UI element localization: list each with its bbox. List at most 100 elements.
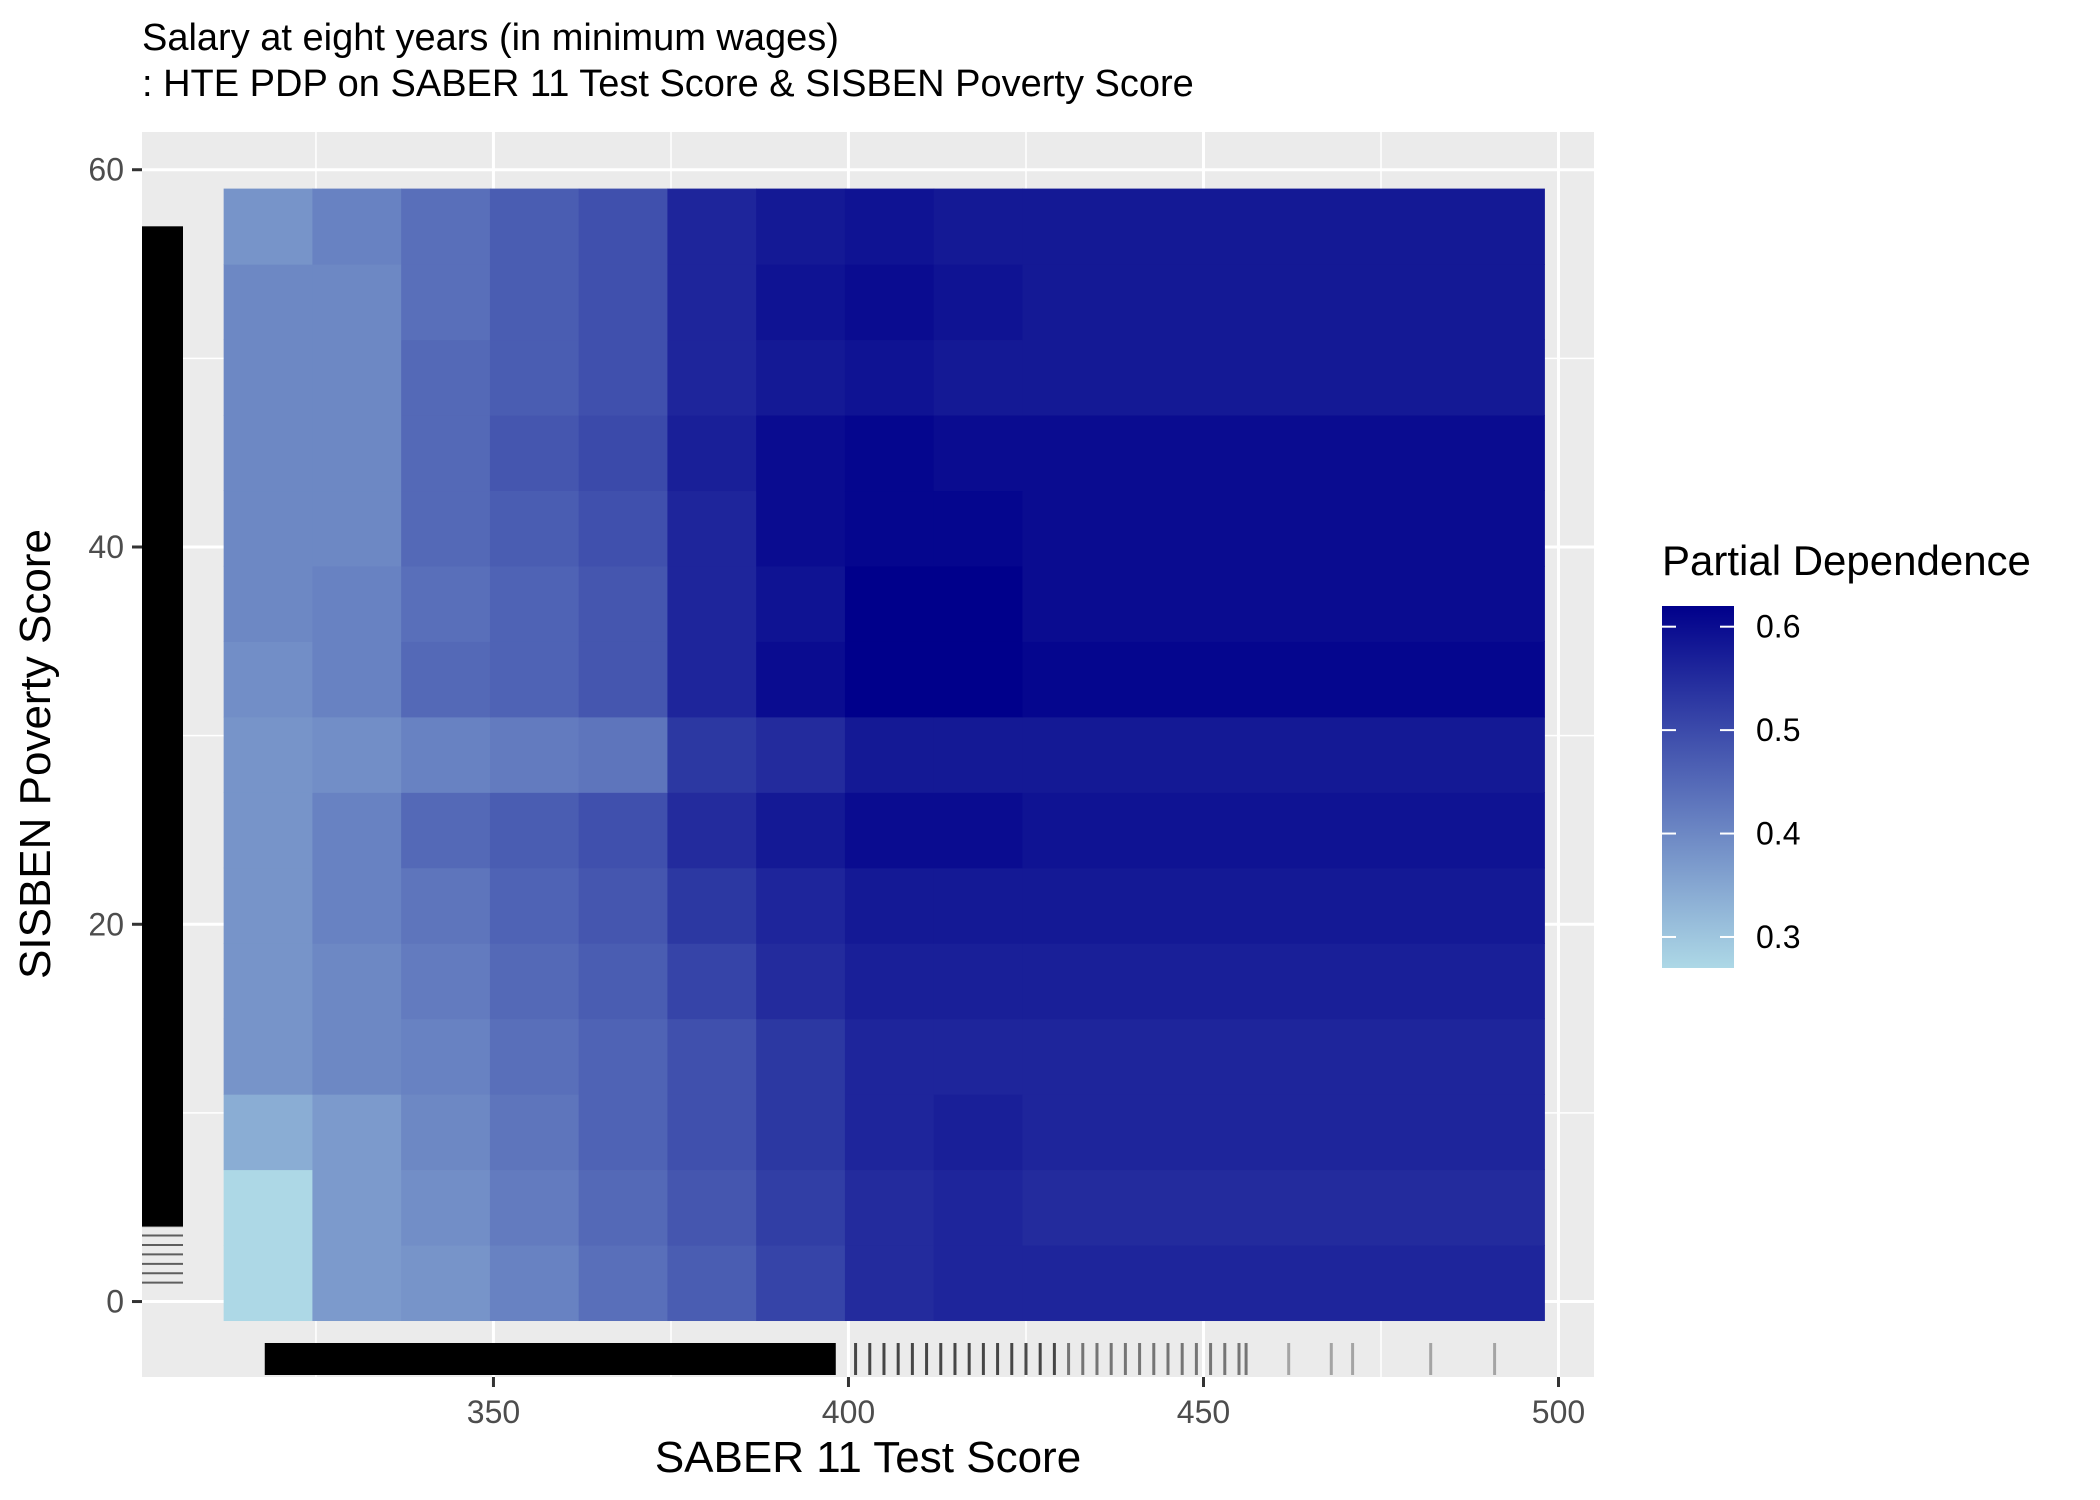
heatmap-cell <box>1022 490 1545 567</box>
legend-tick-label: 0.3 <box>1756 919 1800 955</box>
heatmap-cell <box>933 1018 1024 1095</box>
heatmap-cell <box>489 1018 580 1095</box>
heatmap-cell <box>667 1018 757 1095</box>
heatmap-cell <box>223 1244 314 1322</box>
heatmap-cell <box>844 943 935 1020</box>
y-tick-label: 20 <box>88 906 124 942</box>
heatmap-cell <box>844 339 935 416</box>
heatmap-cell <box>312 1094 402 1171</box>
heatmap-cell <box>1022 716 1545 793</box>
heatmap-cell <box>756 414 846 492</box>
heatmap-cell <box>578 641 669 718</box>
heatmap-cell <box>1022 264 1545 341</box>
heatmap-cell <box>223 716 314 793</box>
heatmap-cell <box>223 414 314 492</box>
heatmap-cell <box>401 1094 491 1171</box>
heatmap-cell <box>844 490 935 567</box>
heatmap-cell <box>489 264 580 341</box>
y-axis: 0 20 40 60 <box>88 152 142 1320</box>
heatmap-cell <box>578 867 669 944</box>
heatmap-cell <box>578 414 669 492</box>
heatmap-cell <box>756 339 846 416</box>
heatmap-cell <box>489 565 580 642</box>
heatmap-cell <box>312 641 402 718</box>
heatmap-cell <box>401 188 491 265</box>
heatmap-cell <box>223 264 314 341</box>
heatmap-cell <box>933 414 1024 492</box>
heatmap-cell <box>844 867 935 944</box>
heatmap-cell <box>756 716 846 793</box>
heatmap-cell <box>578 490 669 567</box>
heatmap-cell <box>756 264 846 341</box>
x-rug <box>264 1343 1497 1375</box>
heatmap-cell <box>312 1169 402 1246</box>
heatmap-cell <box>489 943 580 1020</box>
heatmap-cell <box>578 792 669 869</box>
heatmap-cell <box>844 1244 935 1322</box>
y-tick-label: 60 <box>88 152 124 188</box>
heatmap-cell <box>667 264 757 341</box>
heatmap-cell <box>223 1094 314 1171</box>
heatmap-cell <box>844 641 935 718</box>
legend-tick-label: 0.6 <box>1756 609 1800 645</box>
heatmap-cell <box>578 339 669 416</box>
heatmap-cell <box>312 188 402 265</box>
heatmap-cell <box>401 867 491 944</box>
legend-tick-label: 0.4 <box>1756 816 1800 852</box>
heatmap-cell <box>312 264 402 341</box>
heatmap-cell <box>489 792 580 869</box>
heatmap-cell <box>844 1018 935 1095</box>
heatmap-cell <box>489 490 580 567</box>
heatmap-cell <box>401 792 491 869</box>
heatmap-cell <box>578 264 669 341</box>
heatmap-cell <box>933 490 1024 567</box>
heatmap-cell <box>1022 188 1545 265</box>
heatmap-cell <box>1022 414 1545 492</box>
heatmap-cell <box>667 1244 757 1322</box>
heatmap-cell <box>933 792 1024 869</box>
x-axis-title: SABER 11 Test Score <box>655 1433 1081 1482</box>
heatmap-cell <box>312 792 402 869</box>
heatmap-cell <box>223 565 314 642</box>
heatmap-cell <box>312 565 402 642</box>
legend-title: Partial Dependence <box>1662 537 2031 584</box>
heatmap-cell <box>489 716 580 793</box>
heatmap-cell <box>489 1169 580 1246</box>
heatmap-cell <box>933 867 1024 944</box>
heatmap-cell <box>933 943 1024 1020</box>
heatmap-cell <box>312 943 402 1020</box>
heatmap-cell <box>933 1244 1024 1322</box>
heatmap-cell <box>312 1244 402 1322</box>
heatmap-cell <box>756 1094 846 1171</box>
heatmap-cell <box>667 1169 757 1246</box>
heatmap-cell <box>756 1018 846 1095</box>
heatmap-cell <box>756 1169 846 1246</box>
heatmap-cell <box>401 641 491 718</box>
heatmap-cell <box>844 1169 935 1246</box>
heatmap-cell <box>667 943 757 1020</box>
heatmap-cell <box>489 867 580 944</box>
heatmap-cell <box>1022 1018 1545 1095</box>
heatmap-cell <box>1022 943 1545 1020</box>
y-rug <box>142 226 183 1284</box>
heatmap-cell <box>223 188 314 265</box>
heatmap-cell <box>667 339 757 416</box>
heatmap-cell <box>578 188 669 265</box>
heatmap-cell <box>844 565 935 642</box>
chart-title-line1: Salary at eight years (in minimum wages) <box>142 17 839 59</box>
x-tick-label: 450 <box>1177 1394 1230 1430</box>
heatmap-cell <box>223 641 314 718</box>
heatmap-cell <box>933 1094 1024 1171</box>
heatmap-cell <box>578 1018 669 1095</box>
heatmap-cell <box>1022 339 1545 416</box>
heatmap-cell <box>489 339 580 416</box>
heatmap-cell <box>756 792 846 869</box>
legend: Partial Dependence 0.3 0.4 0.5 0.6 <box>1662 537 2031 968</box>
y-rug-dense-band <box>142 226 183 1227</box>
heatmap-cell <box>223 792 314 869</box>
heatmap-cell <box>578 943 669 1020</box>
heatmap-cell <box>933 716 1024 793</box>
heatmap-cell <box>489 414 580 492</box>
y-tick-label: 0 <box>106 1284 124 1320</box>
heatmap-cell <box>756 1244 846 1322</box>
